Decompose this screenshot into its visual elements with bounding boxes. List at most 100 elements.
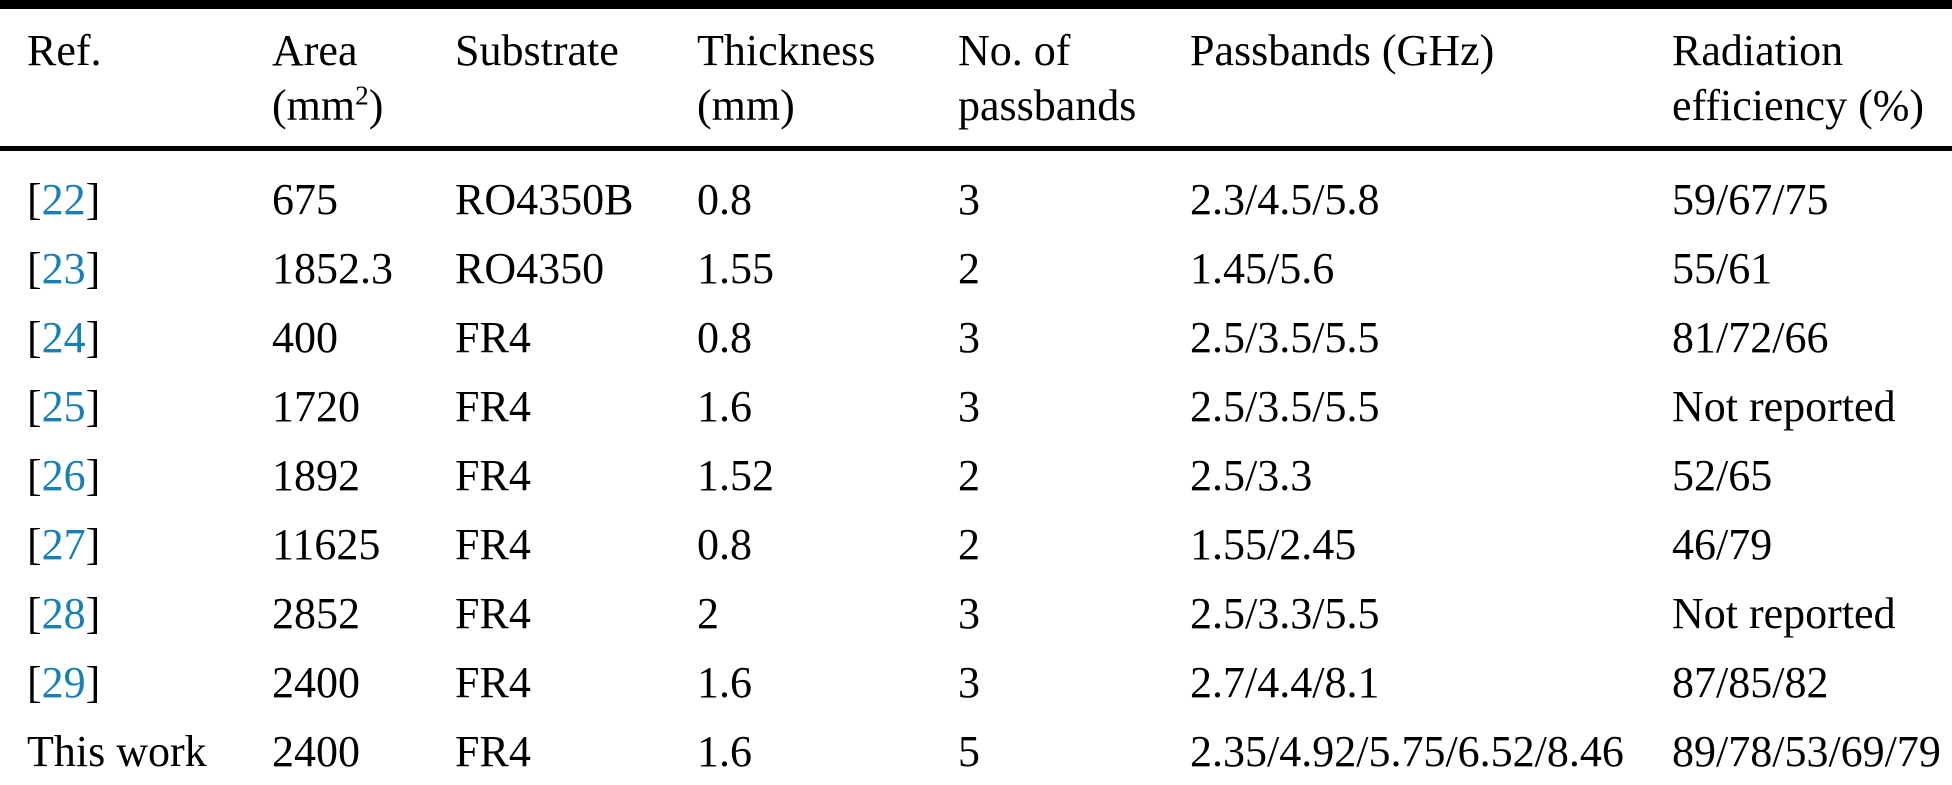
col-header-radiation-line1: Radiation [1672, 26, 1844, 75]
thickness-cell: 1.6 [697, 382, 752, 431]
passbands-cell: 2.35/4.92/5.75/6.52/8.46 [1190, 727, 1624, 776]
area-cell: 2400 [272, 727, 360, 776]
passbands-cell: 2.5/3.5/5.5 [1190, 382, 1380, 431]
ref-cell: [27] [0, 510, 272, 579]
substrate-cell: FR4 [455, 313, 531, 362]
substrate-cell: RO4350B [455, 175, 634, 224]
citation-bracket-close: ] [85, 520, 101, 569]
radiation-efficiency-cell: 89/78/53/69/79 [1672, 727, 1941, 776]
substrate-cell: FR4 [455, 382, 531, 431]
num-passbands-cell: 3 [958, 382, 980, 431]
citation-bracket-close: ] [85, 451, 101, 500]
col-header-num-passbands: No. of passbands [958, 4, 1190, 151]
citation-bracket-open: [ [27, 451, 42, 500]
col-header-area-line1: Area [272, 26, 358, 75]
ref-cell: [22] [0, 149, 272, 235]
table-header-row: Ref. Area (mm2) Substrate Thickness (mm)… [0, 4, 1952, 151]
passbands-cell: 2.5/3.3 [1190, 451, 1313, 500]
num-passbands-cell: 2 [958, 451, 980, 500]
area-cell: 675 [272, 175, 338, 224]
area-cell: 11625 [272, 520, 381, 569]
radiation-efficiency-cell: 87/85/82 [1672, 658, 1829, 707]
citation-link[interactable]: 28 [41, 589, 86, 638]
citation-link[interactable]: 22 [41, 175, 86, 224]
col-header-thickness-line2: (mm) [697, 81, 795, 130]
table-row: [25] 1720 FR4 1.6 3 2.5/3.5/5.5 Not repo… [0, 372, 1952, 441]
ref-cell: [29] [0, 648, 272, 717]
thickness-cell: 1.55 [697, 244, 774, 293]
radiation-efficiency-cell: 46/79 [1672, 520, 1773, 569]
col-header-thickness-line1: Thickness [697, 26, 876, 75]
thickness-cell: 1.6 [697, 727, 752, 776]
citation-link[interactable]: 26 [41, 451, 86, 500]
citation-bracket-open: [ [27, 382, 42, 431]
citation-bracket-close: ] [85, 382, 101, 431]
num-passbands-cell: 3 [958, 313, 980, 362]
col-header-ref: Ref. [0, 4, 272, 151]
col-header-thickness: Thickness (mm) [697, 4, 958, 151]
col-header-passbands-label: Passbands (GHz) [1190, 26, 1495, 75]
table-body: [22] 675 RO4350B 0.8 3 2.3/4.5/5.8 59/67… [0, 149, 1952, 785]
area-cell: 1852.3 [272, 244, 393, 293]
num-passbands-cell: 3 [958, 175, 980, 224]
table-row: [29] 2400 FR4 1.6 3 2.7/4.4/8.1 87/85/82 [0, 648, 1952, 717]
thickness-cell: 0.8 [697, 175, 752, 224]
table-row: [24] 400 FR4 0.8 3 2.5/3.5/5.5 81/72/66 [0, 303, 1952, 372]
citation-link[interactable]: 27 [41, 520, 86, 569]
num-passbands-cell: 2 [958, 520, 980, 569]
citation-bracket-close: ] [85, 589, 101, 638]
col-header-substrate-label: Substrate [455, 26, 619, 75]
citation-link[interactable]: 25 [41, 382, 86, 431]
thickness-cell: 1.52 [697, 451, 774, 500]
citation-bracket-close: ] [85, 175, 101, 224]
col-header-radiation-efficiency: Radiation efficiency (%) [1672, 4, 1952, 151]
thickness-cell: 1.6 [697, 658, 752, 707]
thickness-cell: 0.8 [697, 520, 752, 569]
citation-link[interactable]: 29 [41, 658, 86, 707]
radiation-efficiency-cell: Not reported [1672, 382, 1896, 431]
ref-cell: [24] [0, 303, 272, 372]
table-row: [23] 1852.3 RO4350 1.55 2 1.45/5.6 55/61 [0, 234, 1952, 303]
num-passbands-cell: 5 [958, 727, 980, 776]
ref-cell: [25] [0, 372, 272, 441]
ref-cell: [26] [0, 441, 272, 510]
ref-text: This work [27, 727, 207, 776]
passbands-cell: 2.3/4.5/5.8 [1190, 175, 1380, 224]
substrate-cell: FR4 [455, 589, 531, 638]
area-superscript: 2 [355, 80, 369, 111]
col-header-num-passbands-line2: passbands [958, 81, 1137, 130]
ref-cell: [28] [0, 579, 272, 648]
substrate-cell: FR4 [455, 727, 531, 776]
substrate-cell: FR4 [455, 520, 531, 569]
citation-bracket-close: ] [85, 244, 101, 293]
radiation-efficiency-cell: 52/65 [1672, 451, 1773, 500]
col-header-substrate: Substrate [455, 4, 697, 151]
num-passbands-cell: 3 [958, 658, 980, 707]
citation-bracket-open: [ [27, 589, 42, 638]
col-header-num-passbands-line1: No. of [958, 26, 1071, 75]
table-row: This work 2400 FR4 1.6 5 2.35/4.92/5.75/… [0, 717, 1952, 785]
col-header-area-line2: (mm2) [272, 80, 384, 130]
passbands-cell: 2.5/3.3/5.5 [1190, 589, 1380, 638]
citation-bracket-open: [ [27, 658, 42, 707]
thickness-cell: 0.8 [697, 313, 752, 362]
citation-bracket-close: ] [85, 313, 101, 362]
area-cell: 2400 [272, 658, 360, 707]
area-cell: 400 [272, 313, 338, 362]
citation-link[interactable]: 24 [41, 313, 86, 362]
area-cell: 2852 [272, 589, 360, 638]
table-row: [22] 675 RO4350B 0.8 3 2.3/4.5/5.8 59/67… [0, 149, 1952, 235]
citation-bracket-close: ] [85, 658, 101, 707]
substrate-cell: RO4350 [455, 244, 605, 293]
passbands-cell: 2.5/3.5/5.5 [1190, 313, 1380, 362]
citation-bracket-open: [ [27, 175, 42, 224]
num-passbands-cell: 2 [958, 244, 980, 293]
radiation-efficiency-cell: 59/67/75 [1672, 175, 1829, 224]
citation-link[interactable]: 23 [41, 244, 86, 293]
ref-cell: This work [0, 717, 272, 785]
radiation-efficiency-cell: 81/72/66 [1672, 313, 1829, 362]
ref-cell: [23] [0, 234, 272, 303]
passbands-cell: 1.55/2.45 [1190, 520, 1357, 569]
